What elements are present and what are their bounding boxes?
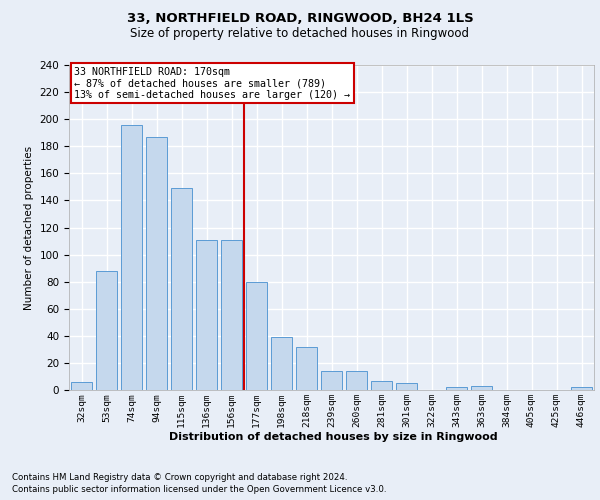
Bar (471, 386, 492, 390)
Bar (221, 240, 242, 390)
Text: Contains public sector information licensed under the Open Government Licence v3: Contains public sector information licen… (12, 485, 386, 494)
Bar (246, 282, 267, 390)
Bar (396, 383, 417, 390)
Bar (96, 271, 117, 390)
Bar (296, 346, 317, 390)
Text: 33 NORTHFIELD ROAD: 170sqm
← 87% of detached houses are smaller (789)
13% of sem: 33 NORTHFIELD ROAD: 170sqm ← 87% of deta… (74, 66, 350, 100)
Bar (321, 371, 342, 390)
Bar (346, 371, 367, 390)
Bar (271, 337, 292, 390)
Bar (171, 188, 192, 390)
Bar (371, 380, 392, 390)
Text: Contains HM Land Registry data © Crown copyright and database right 2024.: Contains HM Land Registry data © Crown c… (12, 472, 347, 482)
Bar (571, 388, 592, 390)
Bar (446, 388, 467, 390)
Text: 33, NORTHFIELD ROAD, RINGWOOD, BH24 1LS: 33, NORTHFIELD ROAD, RINGWOOD, BH24 1LS (127, 12, 473, 26)
Text: Distribution of detached houses by size in Ringwood: Distribution of detached houses by size … (169, 432, 497, 442)
Bar (146, 137, 167, 390)
Bar (196, 240, 217, 390)
Bar (121, 124, 142, 390)
Y-axis label: Number of detached properties: Number of detached properties (24, 146, 34, 310)
Text: Size of property relative to detached houses in Ringwood: Size of property relative to detached ho… (131, 28, 470, 40)
Bar (71, 382, 92, 390)
